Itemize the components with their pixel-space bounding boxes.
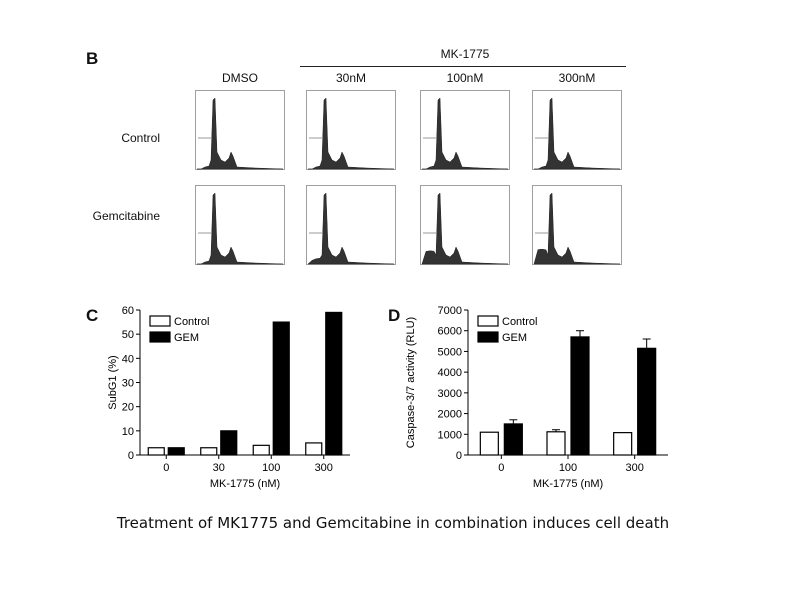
legend-swatch-gem: [149, 331, 171, 343]
y-tick-label: 10: [122, 426, 134, 438]
bar-control-100: [252, 444, 270, 456]
mk1775-group-line: [300, 66, 626, 67]
y-tick-label: 20: [122, 402, 134, 414]
bar-control-300: [613, 432, 633, 456]
legend-label-gem: GEM: [502, 332, 527, 344]
panel-b-letter: B: [86, 49, 99, 68]
y-tick-label: 50: [122, 329, 134, 341]
y-tick-label: 2000: [438, 409, 462, 421]
bar-gem-0: [503, 423, 523, 456]
legend-label-gem: GEM: [174, 332, 199, 344]
row-header-control: Control: [121, 131, 160, 145]
mk1775-group-label: MK-1775: [440, 47, 490, 61]
bar-control-0: [479, 431, 499, 456]
y-tick-label: 7000: [438, 305, 462, 317]
y-tick-label: 60: [122, 305, 134, 317]
flow-histogram-r2-c2: [306, 185, 396, 265]
y-tick-label: 0: [128, 450, 134, 462]
flow-histogram-r2-c4: [532, 185, 622, 265]
y-tick-label: 1000: [438, 429, 462, 441]
x-axis-label: MK-1775 (nM): [533, 478, 603, 490]
subg1-bar-chart: 0 10 20 30 40 50 60 0 30 100 300 MK-1775 (nM) SubG1 …: [107, 305, 350, 490]
bar-gem-0: [167, 447, 185, 456]
bar-gem-300: [325, 311, 343, 456]
y-tick-label: 0: [456, 450, 462, 462]
bar-control-0: [147, 447, 165, 456]
column-header-30nm: 30nM: [335, 71, 367, 85]
x-tick-label: 30: [213, 462, 225, 474]
y-tick-label: 5000: [438, 346, 462, 358]
legend-label-control: Control: [502, 316, 537, 328]
column-header-100nm: 100nM: [446, 71, 484, 85]
caspase-bar-chart: 0 1000 2000 3000 4000 5000 6000 7000 0 100 300 MK-1…: [405, 305, 668, 490]
flow-histogram-r1-c4: [532, 90, 622, 170]
flow-histogram-r1-c3: [420, 90, 510, 170]
bar-gem-100: [272, 321, 290, 456]
flow-histogram-r1-c2: [306, 90, 396, 170]
bar-control-30: [200, 447, 218, 456]
y-tick-label: 6000: [438, 326, 462, 338]
x-tick-label: 300: [625, 462, 643, 474]
panel-d-letter: D: [388, 306, 401, 325]
bar-gem-100: [570, 336, 590, 456]
flow-histogram-r2-c3: [420, 185, 510, 265]
legend-label-control: Control: [174, 316, 209, 328]
y-axis-label: SubG1 (%): [107, 355, 119, 409]
bar-gem-300: [637, 347, 657, 456]
x-tick-label: 100: [559, 462, 577, 474]
y-tick-label: 30: [122, 378, 134, 390]
bar-control-300: [305, 442, 323, 456]
x-axis-label: MK-1775 (nM): [210, 478, 280, 490]
y-axis-label: Caspase-3/7 activity (RLU): [405, 317, 417, 448]
column-header-dmso: DMSO: [222, 71, 258, 85]
x-tick-label: 300: [315, 462, 333, 474]
x-tick-label: 0: [163, 462, 169, 474]
legend-swatch-gem: [477, 331, 499, 343]
y-tick-label: 4000: [438, 367, 462, 379]
column-header-300nm: 300nM: [558, 71, 596, 85]
legend-swatch-control: [149, 315, 171, 327]
legend-swatch-control: [477, 315, 499, 327]
row-header-gemcitabine: Gemcitabine: [92, 209, 160, 223]
flow-histogram-r2-c1: [195, 185, 285, 265]
bar-control-100: [546, 431, 566, 456]
panel-c-letter: C: [86, 306, 99, 325]
y-tick-label: 40: [122, 353, 134, 365]
x-tick-label: 0: [498, 462, 504, 474]
flow-histogram-r1-c1: [195, 90, 285, 170]
x-tick-label: 100: [262, 462, 280, 474]
y-tick-label: 3000: [438, 388, 462, 400]
bar-gem-30: [220, 430, 238, 456]
figure-caption: Treatment of MK1775 and Gemcitabine in c…: [116, 514, 670, 532]
